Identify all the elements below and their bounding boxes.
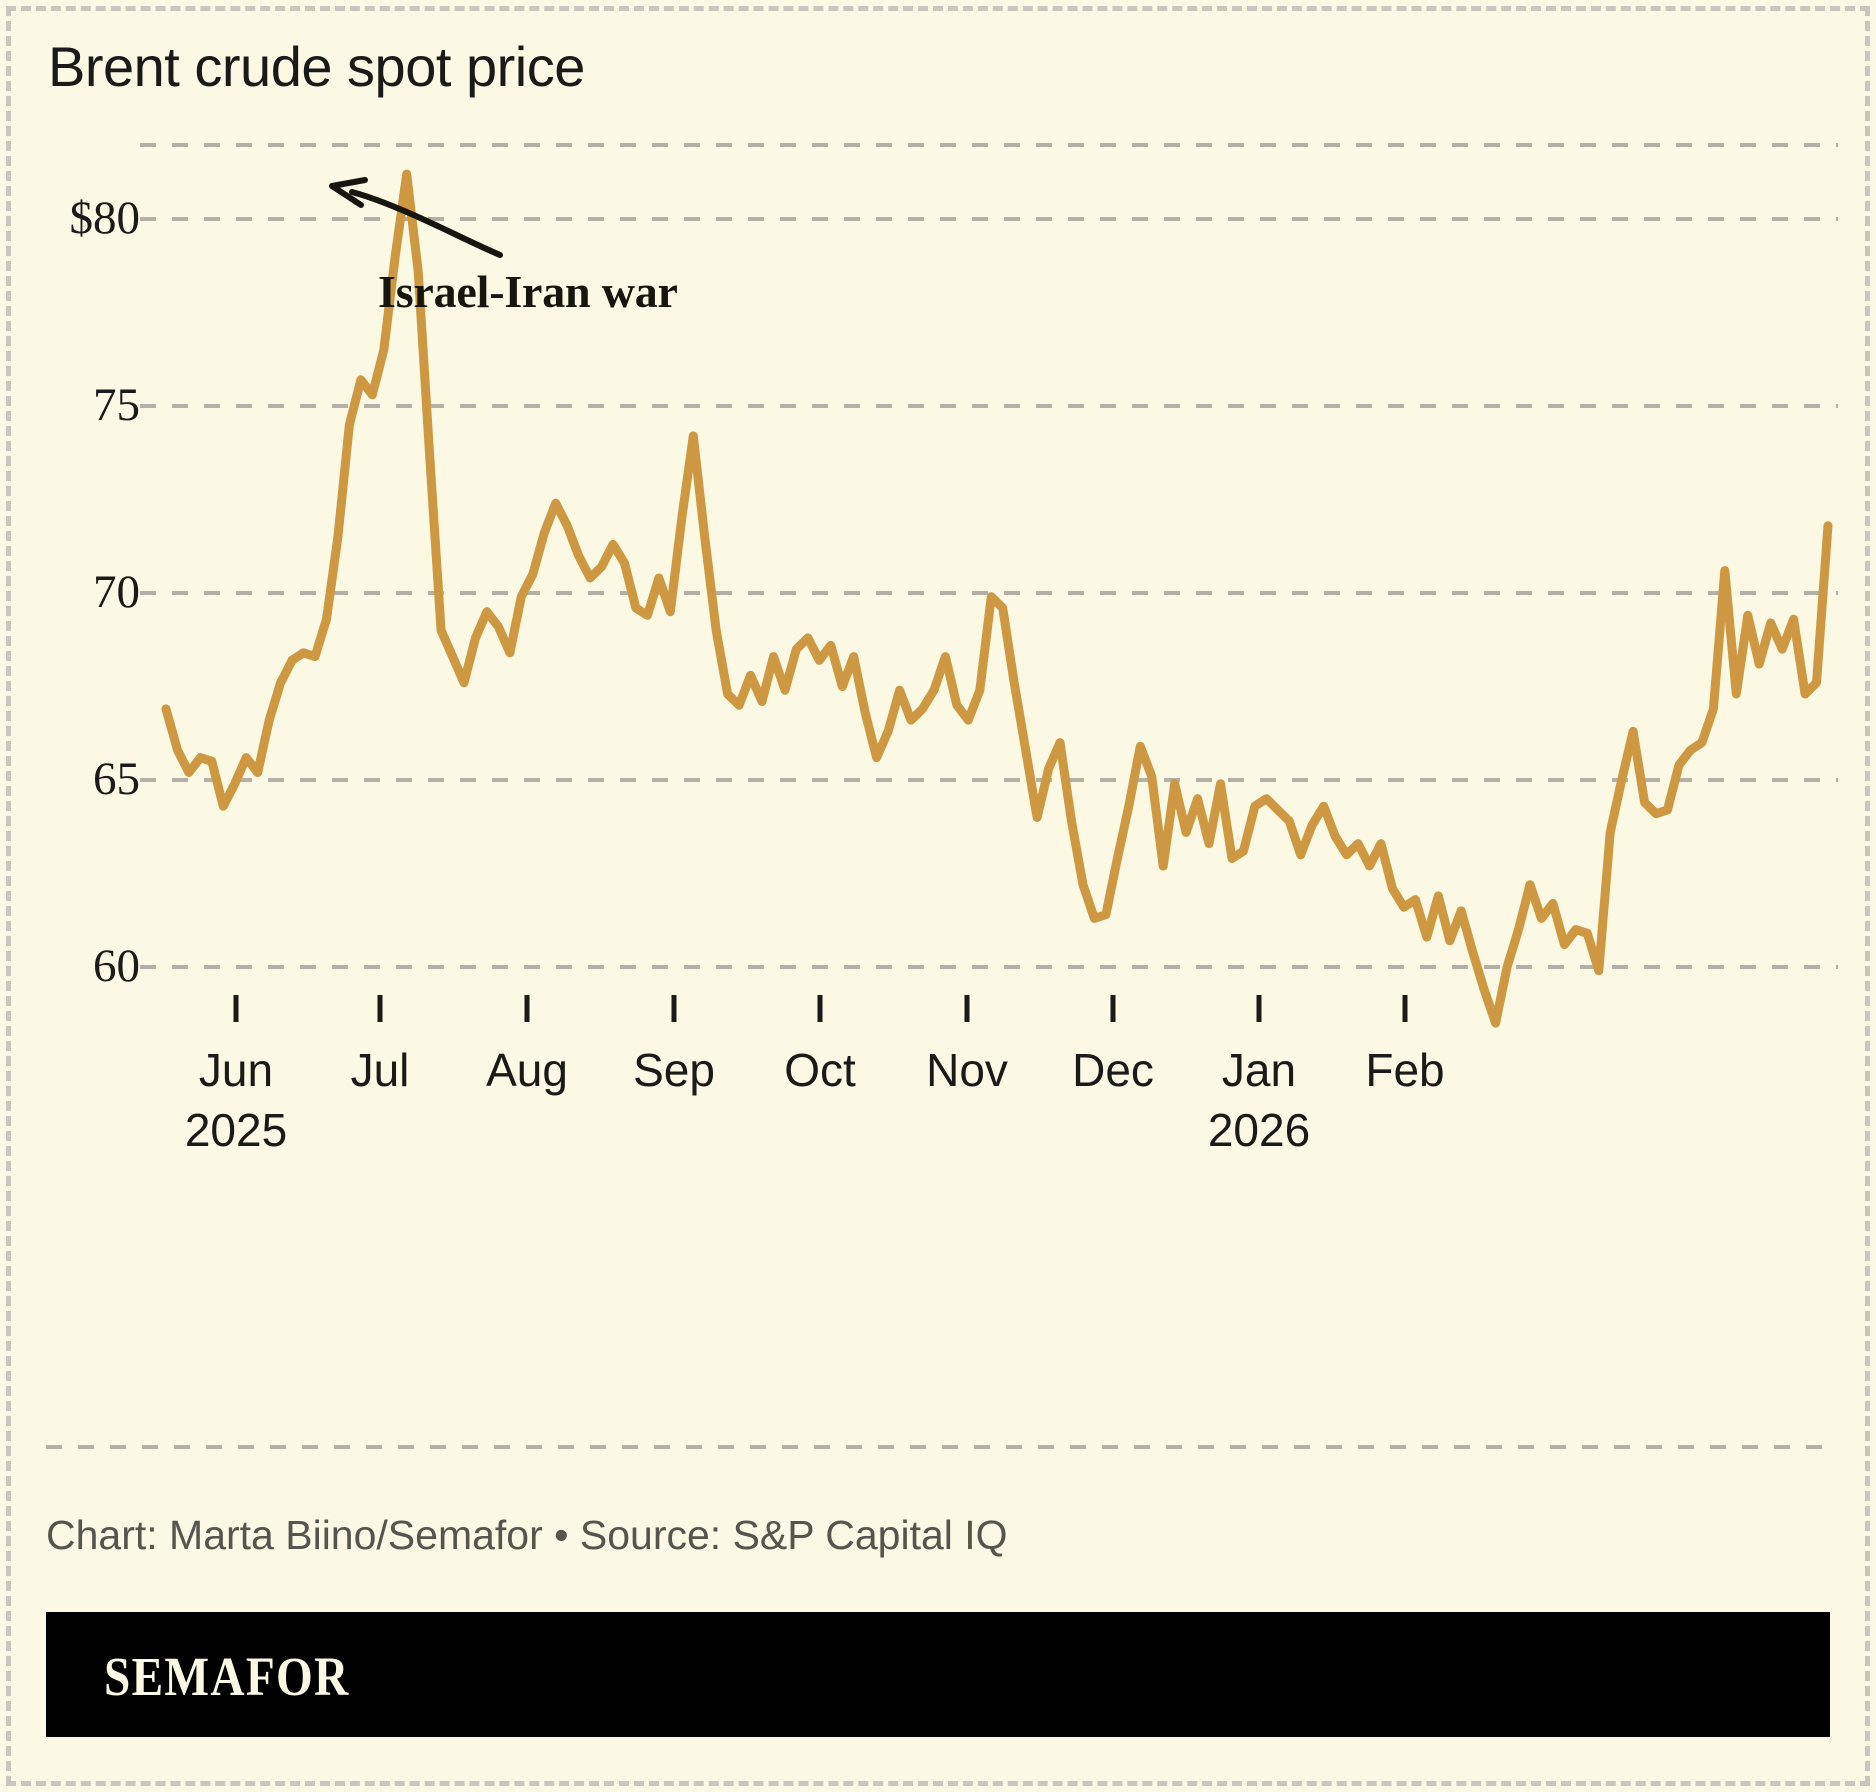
x-axis-label-oct: Oct (784, 1044, 856, 1096)
gridlines (46, 143, 1838, 1449)
x-axis-label-feb: Feb (1365, 1044, 1445, 1096)
x-axis-label-nov: Nov (926, 1044, 1008, 1096)
annotation-label: Israel-Iran war (378, 266, 678, 317)
x-axis-year-2025: 2025 (184, 1104, 288, 1156)
x-axis-label-sep: Sep (633, 1044, 715, 1096)
x-axis-ticks (233, 995, 1408, 1022)
x-axis-label-dec: Dec (1072, 1044, 1154, 1096)
semafor-logo-bar: SEMAFOR (46, 1612, 1830, 1737)
x-axis-year-2026: 2026 (1207, 1104, 1311, 1156)
y-axis-label-80: $80 (69, 192, 141, 244)
x-axis-label-jan: Jan (1221, 1044, 1297, 1096)
y-axis-label-75: 75 (93, 379, 140, 431)
price-line (161, 169, 1833, 1028)
chart-credit: Chart: Marta Biino/Semafor • Source: S&P… (46, 1512, 1008, 1558)
x-axis-label-jun: Jun (198, 1044, 274, 1096)
y-axis-label-60: 60 (93, 940, 140, 992)
x-axis-label-aug: Aug (486, 1044, 568, 1096)
y-axis-label-70: 70 (93, 566, 140, 618)
annotation-arrow (329, 177, 503, 258)
page-title: Brent crude spot price (48, 35, 585, 98)
x-axis-label-jul: Jul (350, 1044, 410, 1096)
semafor-logo-text: SEMAFOR (104, 1646, 350, 1707)
y-axis-label-65: 65 (93, 753, 140, 805)
